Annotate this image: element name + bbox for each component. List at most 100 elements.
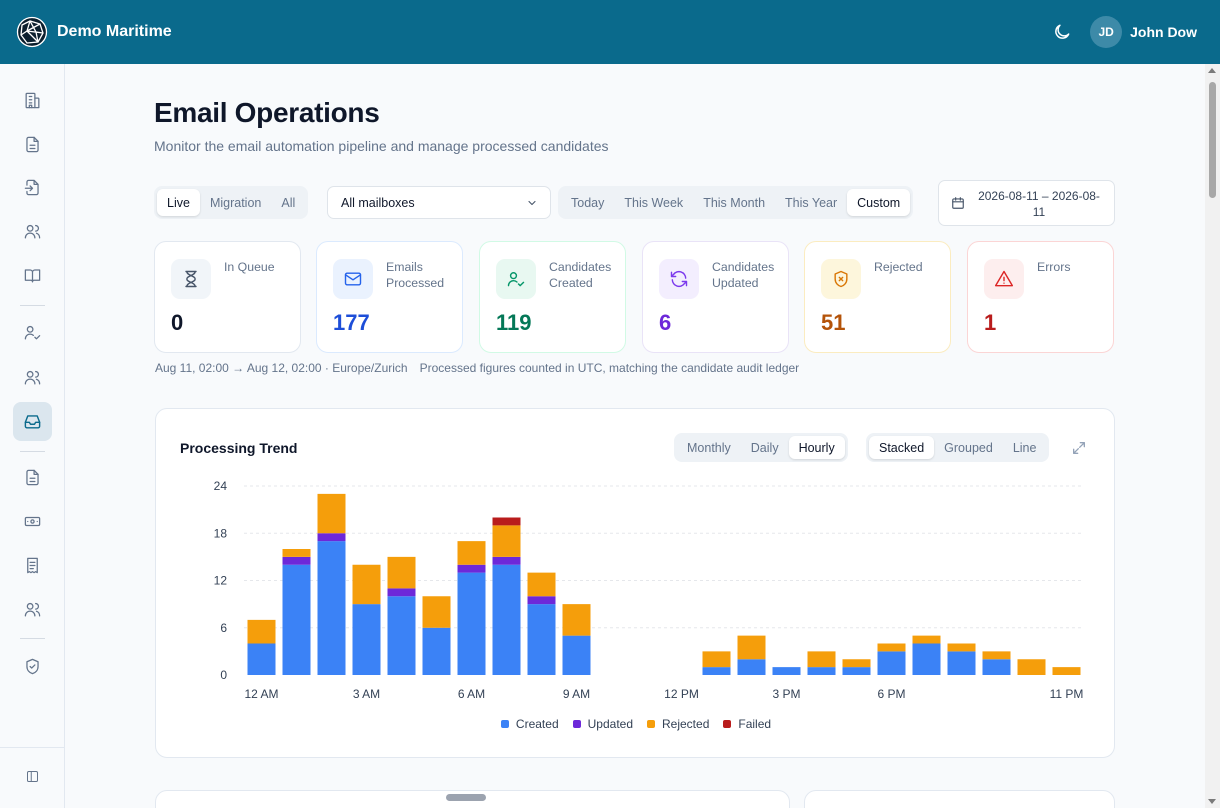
- expand-icon[interactable]: [1071, 440, 1087, 456]
- y-tick-label: 12: [214, 574, 228, 588]
- shield-x-icon: [834, 270, 848, 288]
- moon-icon[interactable]: [1052, 22, 1072, 42]
- page-title: Email Operations: [154, 97, 380, 128]
- range-this-week[interactable]: This Week: [624, 195, 684, 210]
- stat-icon-wrap: [984, 259, 1024, 299]
- sidebar-divider: [20, 451, 45, 452]
- scrollbar-thumb[interactable]: [1209, 82, 1216, 198]
- stat-label: Rejected: [874, 260, 923, 274]
- bar-segment-rejected: [912, 635, 941, 644]
- bar-segment-updated: [457, 564, 486, 573]
- legend-item-rejected[interactable]: Rejected: [647, 717, 709, 731]
- sidebar-item-email-operations[interactable]: [13, 402, 52, 441]
- bar-segment-created: [282, 564, 311, 675]
- bar-segment-rejected: [947, 643, 976, 652]
- bar-segment-rejected: [1052, 667, 1081, 675]
- range-today[interactable]: Today: [571, 195, 605, 210]
- file-import-icon: [24, 179, 39, 196]
- bar-segment-rejected: [1017, 659, 1046, 675]
- sidebar-item-invoices[interactable]: [13, 546, 52, 585]
- date-range-picker[interactable]: 2026-08-11 – 2026-08-11: [938, 180, 1115, 226]
- mail-icon: [344, 272, 362, 286]
- vertical-scrollbar[interactable]: [1205, 64, 1220, 808]
- y-tick-label: 24: [214, 479, 228, 493]
- x-tick-label: 12 AM: [244, 687, 278, 701]
- stat-label: Errors: [1037, 260, 1071, 274]
- sidebar-item-reports[interactable]: [13, 458, 52, 497]
- inbox-icon: [24, 415, 41, 429]
- sidebar-footer-divider: [0, 747, 65, 748]
- user-name[interactable]: John Dow: [1130, 24, 1197, 40]
- bar-segment-rejected: [527, 572, 556, 597]
- sidebar-item-team[interactable]: [13, 590, 52, 629]
- bar-segment-created: [842, 667, 871, 675]
- granularity-monthly[interactable]: Monthly: [687, 440, 731, 455]
- stat-icon-wrap: [171, 259, 211, 299]
- legend-swatch: [572, 720, 581, 728]
- stat-card-emails-processed[interactable]: Emails Processed 177: [316, 241, 463, 353]
- horizontal-scrollbar-thumb[interactable]: [446, 794, 486, 801]
- chart-mode-stacked[interactable]: Stacked: [869, 436, 935, 459]
- range-meta: Aug 11, 02:00 → Aug 12, 02:00 · Europe/Z…: [155, 361, 799, 375]
- book-open-icon: [24, 269, 41, 283]
- stat-label: In Queue: [224, 260, 275, 274]
- bar-segment-rejected: [877, 643, 906, 652]
- bar-segment-rejected: [982, 651, 1011, 660]
- stat-card-errors[interactable]: Errors 1: [967, 241, 1114, 353]
- range-toggle: Today This Week This Month This Year Cus…: [558, 186, 914, 219]
- legend-swatch: [723, 720, 732, 728]
- sidebar-item-import[interactable]: [13, 168, 52, 207]
- range-this-month[interactable]: This Month: [703, 195, 766, 210]
- sidebar-item-crew[interactable]: [13, 358, 52, 397]
- avatar[interactable]: JD: [1090, 16, 1123, 48]
- mailbox-select[interactable]: All mailboxes: [327, 186, 551, 219]
- sidebar-item-compliance[interactable]: [13, 647, 52, 686]
- sidebar-collapse-button[interactable]: [13, 757, 52, 796]
- bar-segment-created: [877, 651, 906, 675]
- chevron-down-icon: [528, 200, 536, 206]
- sidebar-item-dashboard[interactable]: [13, 81, 52, 120]
- sidebar-item-documents[interactable]: [13, 125, 52, 164]
- chart-mode-grouped[interactable]: Grouped: [944, 440, 993, 455]
- stat-card-candidates-created[interactable]: Candidates Created 119: [479, 241, 626, 353]
- brand[interactable]: Demo Maritime: [16, 16, 172, 48]
- range-this-year[interactable]: This Year: [785, 195, 838, 210]
- x-tick-label: 6 PM: [877, 687, 905, 701]
- stat-card-rejected[interactable]: Rejected 51: [804, 241, 951, 353]
- y-tick-label: 0: [220, 668, 227, 682]
- chart-legend: Created Updated Rejected Failed: [156, 717, 1116, 731]
- range-custom[interactable]: Custom: [847, 189, 911, 216]
- granularity-hourly[interactable]: Hourly: [788, 436, 845, 459]
- sidebar-item-candidates[interactable]: [13, 313, 52, 352]
- hourglass-icon: [185, 270, 197, 288]
- user-check-icon: [507, 272, 525, 287]
- sidebar-item-payroll[interactable]: [13, 502, 52, 541]
- legend-item-failed[interactable]: Failed: [723, 717, 771, 731]
- bar-segment-created: [912, 643, 941, 675]
- scroll-down-arrow[interactable]: [1208, 799, 1216, 804]
- stat-label: Candidates Updated: [712, 260, 775, 290]
- scroll-up-arrow[interactable]: [1208, 68, 1216, 73]
- bar-segment-created: [982, 659, 1011, 675]
- bar-segment-rejected: [457, 541, 486, 565]
- bar-segment-updated: [387, 588, 416, 597]
- stat-card-in-queue[interactable]: In Queue 0: [154, 241, 301, 353]
- stat-card-candidates-updated[interactable]: Candidates Updated 6: [642, 241, 789, 353]
- mode-all[interactable]: All: [281, 195, 296, 210]
- mode-live[interactable]: Live: [157, 189, 200, 216]
- panel-title: Processing Trend: [180, 440, 298, 456]
- chart-mode-line[interactable]: Line: [1012, 440, 1037, 455]
- mode-migration[interactable]: Migration: [209, 195, 262, 210]
- bar-segment-rejected: [247, 619, 276, 644]
- legend-item-created[interactable]: Created: [500, 717, 559, 731]
- sidebar-item-people[interactable]: [13, 212, 52, 251]
- granularity-daily[interactable]: Daily: [750, 440, 779, 455]
- stat-value: 0: [171, 310, 184, 335]
- sidebar-item-library[interactable]: [13, 256, 52, 295]
- bar-segment-updated: [282, 556, 311, 565]
- refresh-icon: [670, 270, 688, 288]
- bar-segment-rejected: [282, 549, 311, 557]
- alert-triangle-icon: [994, 270, 1014, 287]
- legend-item-updated[interactable]: Updated: [572, 717, 633, 731]
- bar-segment-rejected: [702, 651, 731, 668]
